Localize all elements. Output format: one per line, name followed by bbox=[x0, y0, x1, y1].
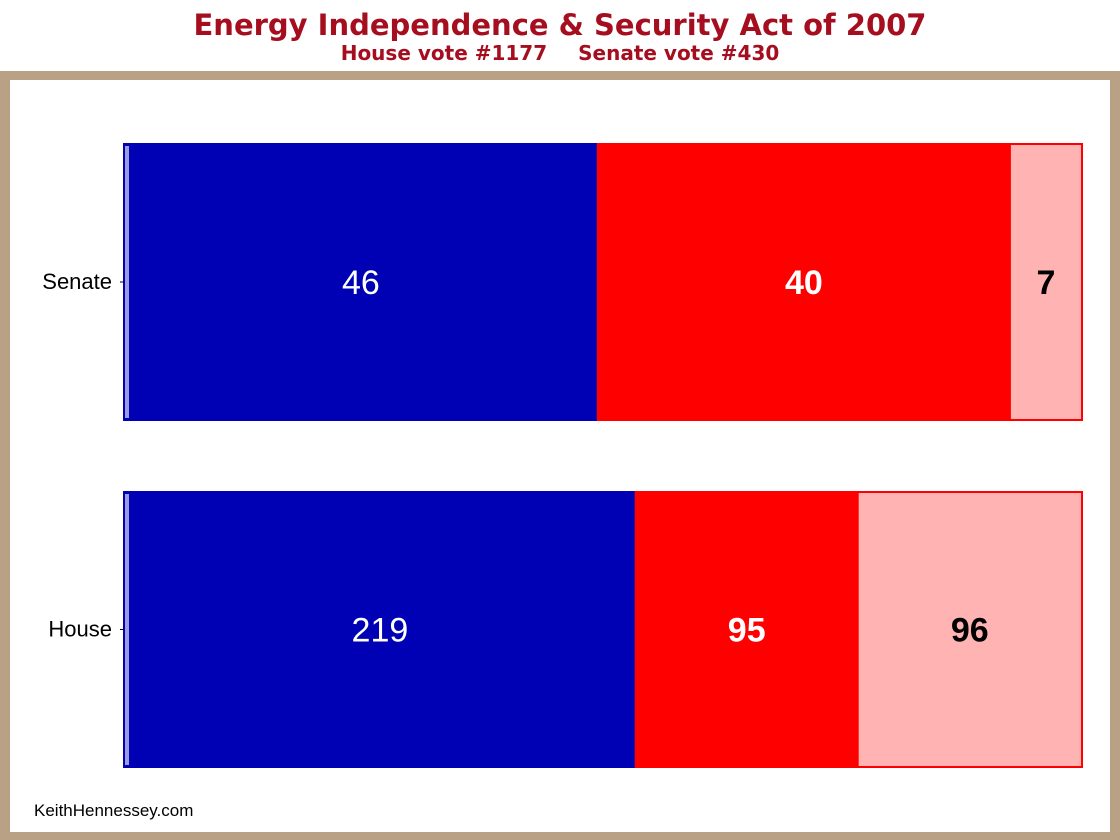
bar-segment-house-2 bbox=[634, 491, 859, 768]
bar-segment-house-3 bbox=[856, 491, 1084, 768]
senate-vote-label: Senate vote #430 bbox=[578, 41, 780, 65]
data-label-senate-3: 7 bbox=[1036, 264, 1055, 302]
bar-segment-senate-1 bbox=[123, 143, 599, 421]
house-vote-label: House vote #1177 bbox=[340, 41, 548, 65]
chart-subtitle: House vote #1177 Senate vote #430 bbox=[0, 41, 1120, 65]
chart-title: Energy Independence & Security Act of 20… bbox=[193, 8, 927, 42]
bar-segment-senate-3 bbox=[1008, 143, 1084, 421]
data-label-senate-1: 46 bbox=[342, 264, 380, 302]
data-label-house-1: 219 bbox=[352, 612, 409, 650]
bar-edge-house bbox=[125, 494, 129, 765]
site-credit: KeithHennessey.com bbox=[34, 801, 194, 820]
data-label-house-2: 95 bbox=[728, 612, 766, 650]
data-label-house-3: 96 bbox=[951, 612, 989, 650]
data-label-senate-2: 40 bbox=[785, 264, 823, 302]
y-tick-label-senate: Senate bbox=[42, 269, 112, 294]
bar-segment-house-1 bbox=[123, 491, 637, 768]
y-tick-label-house: House bbox=[48, 617, 112, 642]
bar-edge-senate bbox=[125, 146, 129, 418]
